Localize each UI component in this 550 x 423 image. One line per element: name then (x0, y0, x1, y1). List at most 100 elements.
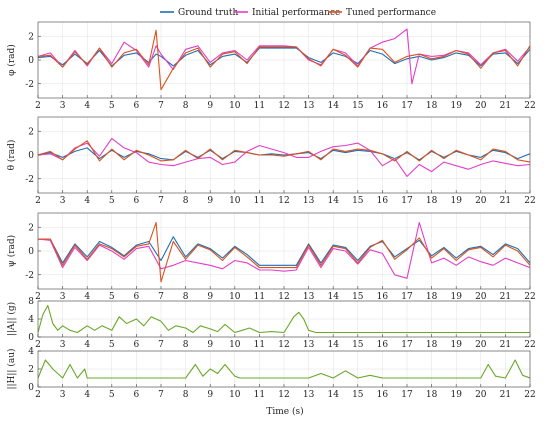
x-tick-label: 4 (84, 196, 90, 206)
series-line (38, 304, 530, 334)
x-tick-label: 6 (134, 340, 140, 350)
x-tick-label: 7 (158, 390, 164, 400)
x-tick-label: 2 (35, 101, 41, 111)
y-tick-label: 2 (28, 223, 34, 233)
legend-entry: Initial performance (252, 8, 340, 18)
x-tick-label: 17 (401, 390, 413, 400)
x-tick-label: 7 (158, 292, 164, 302)
x-tick-label: 15 (352, 390, 364, 400)
x-tick-label: 19 (450, 292, 462, 302)
x-tick-label: 3 (60, 292, 66, 302)
x-tick-label: 21 (500, 340, 511, 350)
y-tick-label: -2 (25, 80, 34, 90)
series-line (38, 47, 530, 67)
x-tick-label: 10 (229, 340, 241, 350)
x-tick-label: 9 (207, 292, 213, 302)
x-tick-label: 14 (327, 340, 339, 350)
series-line (38, 221, 530, 283)
x-tick-label: 7 (158, 101, 164, 111)
y-tick-label: 2 (28, 32, 34, 42)
x-tick-label: 2 (35, 292, 41, 302)
x-tick-label: 18 (426, 101, 438, 111)
panel: 2 3 4 5 6 7 8 9 10 11 12 13 14 15 16 17 18 19 20 21 22 -2 0 2 φ … (6, 21, 536, 111)
x-tick-label: 8 (183, 196, 189, 206)
panel: 2 3 4 5 6 7 8 9 10 11 12 13 14 15 16 17 18 19 20 21 22 -2 0 2 θ … (6, 116, 536, 206)
x-tick-label: 11 (254, 101, 265, 111)
series-line (38, 29, 530, 91)
x-tick-label: 21 (500, 292, 511, 302)
x-tick-label: 16 (377, 196, 389, 206)
x-tick-label: 22 (524, 101, 535, 111)
panel: 2 3 4 5 6 7 8 9 10 11 12 13 14 15 16 17 18 19 20 21 22024||H… (6, 347, 536, 400)
x-tick-label: 6 (134, 101, 140, 111)
x-tick-label: 12 (278, 340, 289, 350)
x-tick-label: 17 (401, 101, 413, 111)
x-tick-label: 3 (60, 101, 66, 111)
y-axis-label: ψ (rad) (6, 235, 17, 267)
y-tick-label: 0 (28, 247, 34, 257)
x-tick-label: 10 (229, 390, 241, 400)
y-tick-label: 0 (28, 383, 34, 393)
y-tick-label: 4 (28, 347, 34, 357)
x-tick-label: 14 (327, 101, 339, 111)
x-tick-label: 10 (229, 292, 241, 302)
x-tick-label: 15 (352, 101, 364, 111)
x-tick-label: 15 (352, 340, 364, 350)
x-tick-label: 5 (109, 196, 115, 206)
x-tick-label: 7 (158, 196, 164, 206)
x-tick-label: 6 (134, 292, 140, 302)
y-tick-label: 8 (28, 297, 34, 307)
legend-entry: Tuned performance (346, 8, 436, 18)
x-tick-label: 17 (401, 292, 413, 302)
legend-entry: Ground truth (178, 8, 238, 18)
x-tick-label: 19 (450, 101, 462, 111)
series-line (38, 221, 530, 279)
x-tick-label: 2 (35, 390, 41, 400)
series-line (38, 140, 530, 163)
x-tick-label: 5 (109, 292, 115, 302)
x-tick-label: 5 (109, 390, 115, 400)
x-tick-label: 11 (254, 340, 265, 350)
x-tick-label: 4 (84, 292, 90, 302)
y-tick-label: -2 (25, 175, 34, 185)
series-line (38, 359, 530, 379)
x-tick-label: 9 (207, 340, 213, 350)
x-tick-label: 12 (278, 390, 289, 400)
x-tick-label: 7 (158, 340, 164, 350)
x-tick-label: 19 (450, 340, 462, 350)
x-tick-label: 21 (500, 101, 511, 111)
y-tick-label: 2 (28, 127, 34, 137)
x-tick-label: 18 (426, 390, 438, 400)
x-tick-label: 12 (278, 292, 289, 302)
x-tick-label: 9 (207, 390, 213, 400)
y-axis-label: θ (rad) (6, 140, 17, 171)
x-tick-label: 5 (109, 340, 115, 350)
x-tick-label: 4 (84, 390, 90, 400)
x-tick-label: 8 (183, 340, 189, 350)
x-tick-label: 14 (327, 196, 339, 206)
x-axis-label: Time (s) (266, 406, 303, 417)
x-tick-label: 20 (475, 390, 487, 400)
series-line (38, 28, 530, 85)
x-tick-label: 16 (377, 101, 389, 111)
panels: 2 3 4 5 6 7 8 9 10 11 12 13 14 15 16 17 18 19 20 21 22-202φ … (6, 21, 536, 400)
series-line (38, 137, 530, 177)
y-tick-label: -2 (25, 271, 34, 281)
x-tick-label: 5 (109, 101, 115, 111)
panel: 2 3 4 5 6 7 8 9 10 11 12 13 14 15 16 17 18 19 20 21 22 0 4 8 ||A… (6, 297, 536, 350)
x-tick-label: 12 (278, 101, 289, 111)
x-tick-label: 22 (524, 390, 535, 400)
x-tick-label: 17 (401, 196, 413, 206)
x-tick-label: 13 (303, 196, 315, 206)
x-tick-label: 4 (84, 101, 90, 111)
x-tick-label: 3 (60, 196, 66, 206)
x-tick-label: 13 (303, 340, 315, 350)
x-tick-label: 14 (327, 390, 339, 400)
y-tick-label: 2 (28, 365, 34, 375)
x-tick-label: 13 (303, 101, 315, 111)
x-tick-label: 2 (35, 196, 41, 206)
x-tick-label: 9 (207, 101, 213, 111)
x-tick-label: 3 (60, 340, 66, 350)
x-tick-label: 19 (450, 390, 462, 400)
